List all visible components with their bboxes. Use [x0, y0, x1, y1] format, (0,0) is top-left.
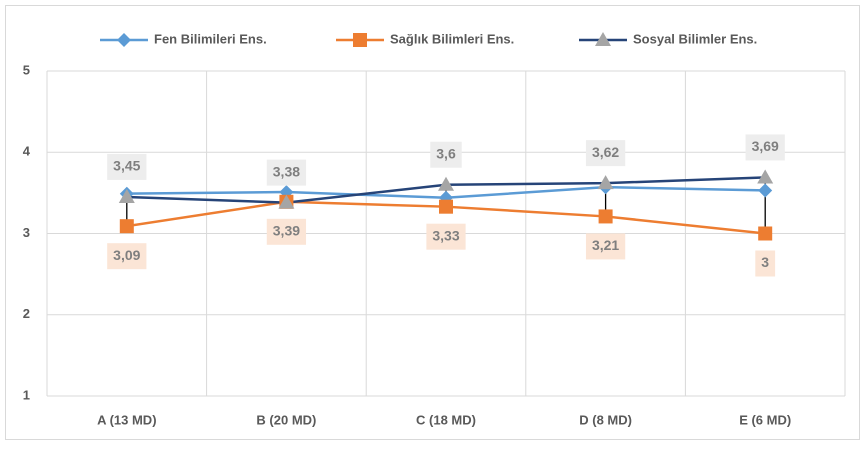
- y-tick-label: 4: [23, 144, 31, 159]
- data-label: 3,62: [592, 144, 619, 160]
- legend-label: Fen Bilimileri Ens.: [154, 31, 267, 46]
- data-point: [758, 183, 773, 198]
- data-point: [438, 176, 454, 191]
- data-label-box: [585, 233, 626, 260]
- data-point: [758, 226, 773, 241]
- legend-marker: [117, 33, 131, 47]
- data-label-group: 3: [755, 250, 776, 277]
- y-tick-label: 2: [23, 306, 30, 321]
- x-tick-label: C (18 MD): [416, 412, 476, 427]
- data-label: 3,6: [436, 145, 456, 161]
- data-label-group: 3,45: [107, 153, 147, 180]
- x-tick-label: D (8 MD): [579, 412, 632, 427]
- data-label-box: [266, 218, 307, 245]
- data-label-group: 3,62: [585, 140, 626, 167]
- data-label-group: 3,69: [745, 134, 785, 161]
- data-label-group: 3,33: [426, 223, 466, 250]
- data-label-group: 3,38: [266, 159, 307, 186]
- data-label-box: [745, 134, 785, 161]
- y-tick-label: 3: [23, 225, 30, 240]
- y-tick-label: 1: [23, 387, 30, 402]
- data-label-box: [426, 223, 466, 250]
- legend-marker: [353, 33, 367, 47]
- legend-label: Sosyal Bilimler Ens.: [633, 31, 757, 46]
- data-label-group: 3,39: [266, 218, 307, 245]
- data-label-box: [585, 140, 626, 167]
- data-label: 3,21: [592, 237, 619, 253]
- data-label-box: [107, 153, 147, 180]
- data-label-box: [266, 159, 307, 186]
- data-point: [439, 199, 453, 214]
- legend-marker: [595, 32, 611, 46]
- data-label-group: 3,21: [585, 233, 626, 260]
- data-label-box: [755, 250, 776, 277]
- data-point: [278, 194, 295, 209]
- data-label: 3,45: [113, 158, 140, 174]
- x-tick-label: E (6 MD): [739, 412, 791, 427]
- data-label: 3,39: [273, 223, 300, 239]
- data-label-group: 3,6: [430, 141, 462, 168]
- data-label-box: [430, 141, 462, 168]
- data-point: [598, 209, 613, 224]
- legend-label: Sağlık Bilimleri Ens.: [390, 31, 514, 46]
- data-label: 3,33: [432, 227, 459, 243]
- data-point: [757, 169, 774, 184]
- data-label: 3,38: [273, 163, 300, 179]
- data-point: [118, 188, 135, 203]
- data-label: 3: [761, 254, 769, 270]
- data-label: 3,09: [113, 247, 140, 263]
- y-tick-label: 5: [23, 62, 30, 77]
- data-point: [119, 219, 134, 234]
- data-point: [597, 175, 614, 190]
- data-label-group: 3,09: [107, 243, 147, 270]
- data-label: 3,69: [752, 138, 779, 154]
- data-label-box: [107, 243, 147, 270]
- x-tick-label: B (20 MD): [256, 412, 316, 427]
- x-tick-label: A (13 MD): [97, 412, 156, 427]
